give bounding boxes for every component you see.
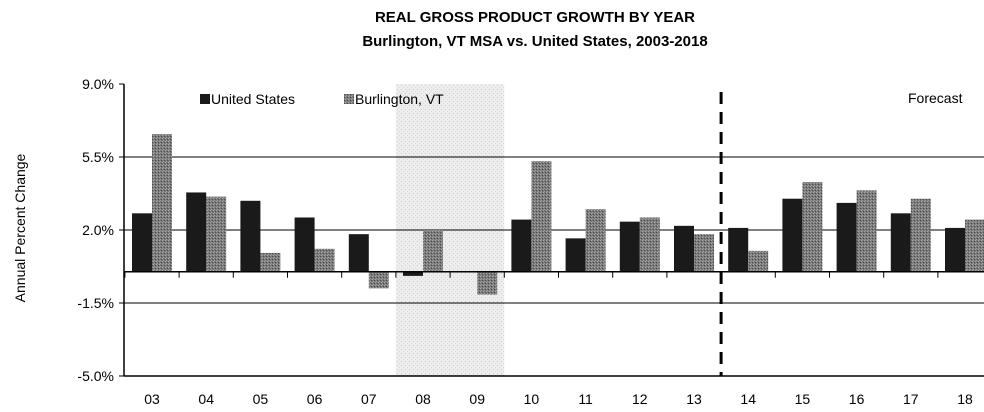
x-tick-label: 11: [578, 391, 593, 407]
bar-burlington-vt-08: [423, 230, 443, 272]
legend-swatch-burlington: [344, 94, 354, 104]
bar-united-states-13: [674, 225, 694, 272]
bar-burlington-vt-14: [748, 250, 769, 272]
x-tick-label: 10: [524, 391, 540, 407]
legend-label-united-states: United States: [211, 91, 295, 107]
bar-united-states-15: [782, 198, 803, 272]
chart-title: REAL GROSS PRODUCT GROWTH BY YEAR: [375, 9, 695, 26]
bar-united-states-05: [240, 200, 261, 272]
chart-subtitle: Burlington, VT MSA vs. United States, 20…: [362, 33, 707, 50]
x-tick-label: 09: [469, 391, 485, 407]
bar-burlington-vt-05: [260, 252, 281, 272]
bar-burlington-vt-11: [585, 209, 606, 272]
bar-united-states-14: [728, 227, 749, 272]
bar-united-states-17: [890, 213, 911, 272]
y-tick-label: 5.5%: [82, 149, 114, 165]
bar-burlington-vt-10: [531, 161, 552, 272]
bar-burlington-vt-09: [477, 271, 498, 295]
x-tick-label: 18: [957, 391, 973, 407]
x-tick-label: 14: [740, 391, 756, 407]
legend-swatch-united-states: [200, 94, 210, 104]
bar-burlington-vt-06: [314, 248, 335, 272]
bar-united-states-18: [945, 227, 965, 272]
x-tick-label: 06: [307, 391, 323, 407]
x-tick-label: 12: [632, 391, 648, 407]
x-tick-label: 08: [415, 391, 431, 407]
bar-united-states-03: [132, 213, 152, 272]
legend: United States Burlington, VT: [200, 91, 444, 107]
y-tick-label: 2.0%: [82, 222, 114, 238]
bar-burlington-vt-16: [856, 190, 877, 272]
bar-united-states-07: [348, 234, 369, 272]
x-tick-label: 17: [903, 391, 919, 407]
bar-united-states-06: [294, 217, 315, 272]
x-tick-label: 04: [198, 391, 214, 407]
x-tick-label: 15: [795, 391, 811, 407]
y-tick-label: -5.0%: [77, 368, 114, 384]
forecast-label: Forecast: [908, 90, 963, 106]
y-axis-label: Annual Percent Change: [12, 153, 28, 302]
y-tick-label: 9.0%: [82, 76, 114, 92]
bar-burlington-vt-12: [639, 217, 660, 272]
bar-united-states-12: [619, 221, 640, 272]
x-tick-label: 16: [849, 391, 865, 407]
legend-label-burlington: Burlington, VT: [355, 91, 444, 107]
bar-united-states-11: [565, 238, 586, 272]
x-tick-label: 05: [253, 391, 269, 407]
y-tick-label: -1.5%: [77, 295, 114, 311]
x-tick-label: 03: [144, 391, 160, 407]
x-tick-label: 07: [361, 391, 377, 407]
bar-united-states-16: [836, 202, 857, 272]
bar-burlington-vt-03: [152, 134, 172, 272]
bar-united-states-10: [511, 219, 532, 272]
bar-burlington-vt-17: [910, 198, 931, 272]
bar-united-states-04: [186, 192, 207, 272]
x-tick-label: 13: [686, 391, 702, 407]
bar-burlington-vt-18: [965, 219, 984, 272]
bar-burlington-vt-04: [206, 196, 227, 272]
bar-united-states-08: [403, 271, 423, 276]
bar-burlington-vt-15: [802, 182, 823, 272]
bar-burlington-vt-13: [694, 234, 714, 272]
bar-burlington-vt-07: [368, 271, 389, 289]
